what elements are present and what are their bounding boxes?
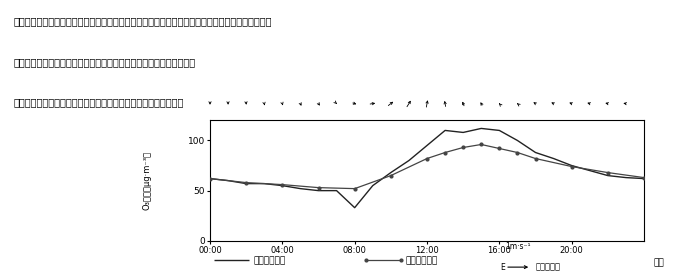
Text: 时间: 时间 (653, 258, 664, 267)
Text: 氧浓度日变化及海陆风影响当日风向和风速变化。完成下面小题。: 氧浓度日变化及海陆风影响当日风向和风速变化。完成下面小题。 (14, 97, 184, 107)
Text: O₃含量（μg·m⁻³）: O₃含量（μg·m⁻³） (142, 151, 151, 210)
Text: E: E (500, 263, 505, 272)
Text: 有海陆风影响: 有海陆风影响 (253, 256, 286, 265)
Text: 风向、风速: 风向、风速 (536, 263, 561, 272)
Text: 1m·s⁻¹: 1m·s⁻¹ (505, 242, 531, 251)
Text: 近地面大气臭氧浓度与氮氧化物、硫氧化物含量、气温以及紫外线强度呈正相关，与空气湿度呈负相: 近地面大气臭氧浓度与氮氧化物、硫氧化物含量、气温以及紫外线强度呈正相关，与空气湿… (14, 16, 272, 26)
Text: 关。研究人员为城市风速海风影响者。图示某城市某无风晴天两天中臭: 关。研究人员为城市风速海风影响者。图示某城市某无风晴天两天中臭 (14, 57, 196, 67)
Text: 无海陆风影响: 无海陆风影响 (405, 256, 438, 265)
